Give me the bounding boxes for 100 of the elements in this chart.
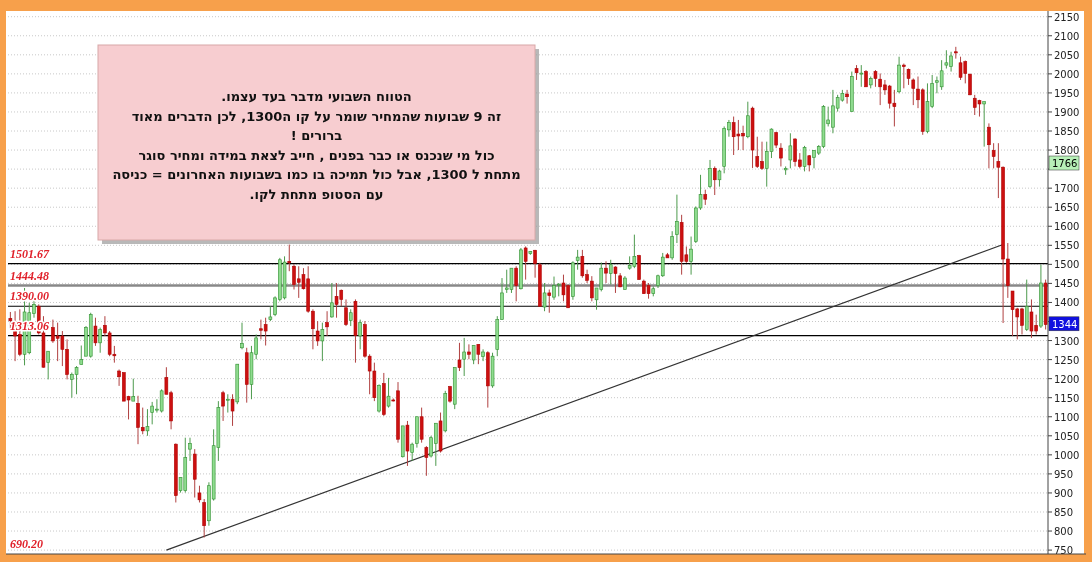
candlestick [358, 319, 362, 350]
y-tick-label: 1250 [1054, 354, 1080, 366]
candlestick [746, 101, 750, 139]
candlestick [736, 119, 741, 151]
y-tick-label: 1100 [1054, 411, 1080, 423]
ref-line-label: 1444.48 [10, 268, 49, 283]
candlestick [457, 342, 462, 372]
y-tick-label: 1950 [1054, 87, 1080, 99]
candlestick [514, 265, 518, 302]
candlestick [533, 249, 537, 279]
candlestick [675, 194, 679, 244]
candlestick [712, 165, 717, 196]
candlestick [145, 408, 150, 437]
candlestick [131, 378, 136, 402]
y-tick-label: 1850 [1054, 126, 1080, 138]
y-tick-label: 950 [1054, 468, 1074, 480]
candlestick [386, 377, 391, 409]
candlestick [188, 437, 192, 462]
candlestick [1024, 279, 1029, 332]
candlestick [202, 498, 206, 539]
candlestick [991, 142, 996, 169]
candlestick [902, 63, 906, 89]
candlestick [542, 282, 547, 312]
candlestick [1010, 290, 1015, 337]
candlestick [859, 64, 864, 88]
candlestick [731, 116, 736, 156]
candlestick [982, 101, 986, 148]
y-tick-label: 1300 [1054, 335, 1080, 347]
y-tick-label: 2100 [1054, 30, 1080, 42]
candlestick [613, 265, 618, 294]
candlestick [987, 122, 991, 169]
y-tick-label: 800 [1054, 526, 1074, 538]
candlestick [330, 282, 334, 319]
candlestick [689, 236, 693, 276]
annotation: הטווח השבועי מדבר בעד עצמו. זה 9 שבועות שהמחיר שומר על קו ה1300, לכן הדברים מאוד ברורים ! כול מי שנכנס או כבר בפנים , חייב לצאת במידה ומחיר סוגר מתחת ל 1300, אבל כול תמיכה בו כמו בשבועות האחרונים = כניסה עם הסטופ מתחת לקו. [112, 89, 521, 202]
candlestick [419, 407, 424, 444]
candlestick [221, 390, 225, 422]
candlestick [779, 142, 783, 167]
candlestick [140, 407, 145, 435]
y-tick-label: 1400 [1054, 297, 1080, 309]
y-tick-label: 750 [1054, 545, 1074, 557]
candlestick [670, 230, 674, 261]
candlestick [580, 249, 585, 279]
y-tick-label: 2150 [1054, 11, 1080, 23]
candlestick [958, 56, 963, 81]
candlestick [55, 322, 60, 362]
y-tick-label: 1900 [1054, 106, 1080, 118]
annotation: 1766 [1052, 158, 1078, 170]
y-tick-label: 1450 [1054, 278, 1080, 290]
candlestick [1029, 298, 1034, 339]
y-tick-label: 1500 [1054, 259, 1080, 271]
candlestick [755, 136, 760, 169]
candlestick [98, 327, 102, 354]
annotation: 690.20 [10, 537, 43, 551]
y-tick-label: 1050 [1054, 430, 1080, 442]
candlestick [939, 59, 944, 91]
y-tick-label: 2050 [1054, 49, 1080, 61]
candlestick [547, 289, 552, 314]
candlestick [788, 132, 793, 169]
candlestick [46, 350, 50, 380]
candlestick [476, 343, 481, 365]
y-tick-label: 1150 [1054, 392, 1080, 404]
candlestick [315, 320, 320, 347]
candlestick [424, 445, 429, 477]
candlestick [344, 298, 348, 327]
candlestick [802, 145, 807, 172]
y-tick-label: 1550 [1054, 240, 1080, 252]
candlestick [845, 89, 849, 105]
candlestick [632, 234, 637, 269]
candlestick [230, 393, 235, 427]
candlestick [911, 77, 916, 106]
ref-line-label: 1501.67 [10, 246, 50, 261]
candlestick [79, 345, 84, 366]
candlestick [263, 317, 268, 347]
y-tick-label: 1700 [1054, 183, 1080, 195]
annotation: 1344 [1052, 318, 1078, 330]
candlestick [93, 317, 98, 347]
candlestick [575, 249, 580, 271]
y-tick-label: 2000 [1054, 68, 1080, 80]
candlestick [467, 343, 471, 360]
candlestick [325, 310, 329, 337]
y-tick-label: 900 [1054, 487, 1074, 499]
candlestick [523, 245, 528, 281]
candlestick [74, 365, 79, 395]
candlestick [509, 267, 514, 294]
candlestick [608, 259, 613, 286]
y-tick-label: 850 [1054, 507, 1074, 518]
candlestick [944, 49, 949, 70]
candlestick [481, 348, 485, 362]
candlestick [240, 322, 244, 350]
y-tick-label: 1800 [1054, 145, 1080, 157]
y-tick-label: 1650 [1054, 202, 1080, 214]
candlestick [287, 244, 292, 272]
candlestick [320, 322, 325, 362]
candlestick [604, 260, 608, 284]
candlestick [226, 393, 230, 414]
candlestick [410, 442, 414, 462]
y-tick-label: 1200 [1054, 373, 1080, 385]
candlestick [471, 345, 476, 365]
candlestick [159, 388, 164, 414]
